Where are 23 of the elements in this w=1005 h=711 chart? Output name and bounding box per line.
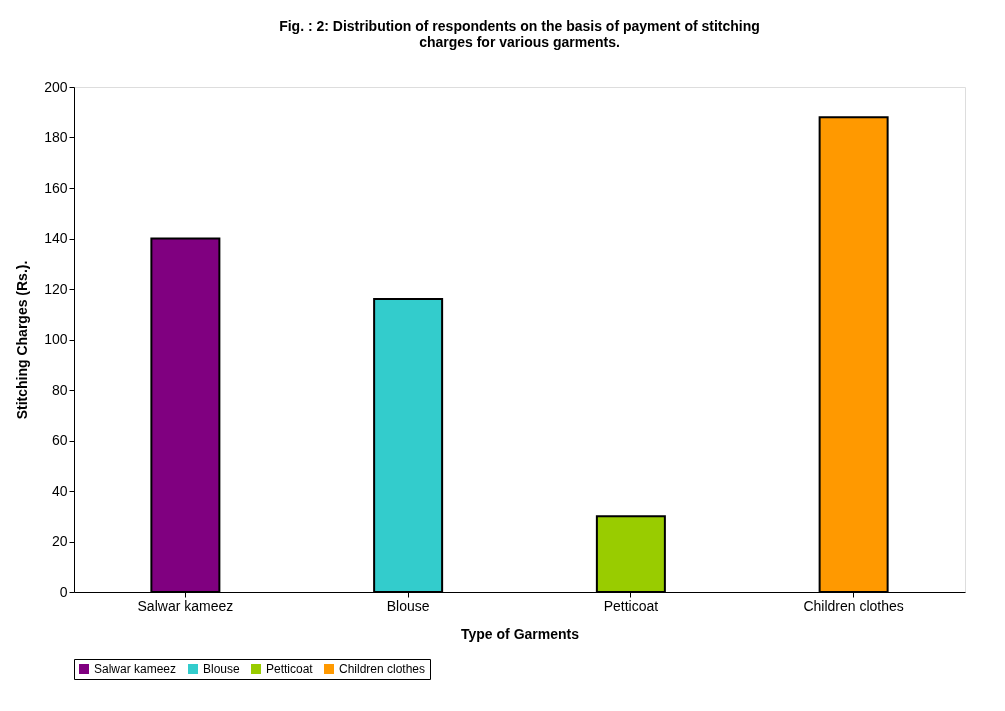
x-axis-title: Type of Garments bbox=[461, 625, 580, 642]
y-axis-title: Stitching Charges (Rs.). bbox=[14, 260, 31, 420]
legend-label: Salwar kameez bbox=[94, 662, 177, 676]
y-tick-label: 120 bbox=[44, 280, 68, 297]
y-tick-label: 0 bbox=[59, 583, 68, 600]
x-tick-label: Blouse bbox=[386, 597, 430, 614]
y-tick-label: 140 bbox=[44, 230, 68, 246]
x-tick-label: Salwar kameez bbox=[137, 597, 234, 614]
y-tick-label: 40 bbox=[51, 482, 68, 499]
legend-label: Petticoat bbox=[266, 662, 314, 676]
y-tick-label: 80 bbox=[51, 381, 68, 398]
y-tick-label: 200 bbox=[44, 78, 68, 95]
legend-label: Children clothes bbox=[339, 662, 426, 676]
y-tick-label: 60 bbox=[51, 432, 68, 448]
text: Fig. : 2: Distribution of respondents on the basis of payment of stitching bbox=[279, 18, 760, 34]
x-tick-label: Petticoat bbox=[603, 597, 659, 614]
legend-label: Blouse bbox=[203, 662, 241, 676]
x-tick-label: Children clothes bbox=[803, 597, 904, 614]
y-tick-label: 20 bbox=[51, 533, 68, 549]
text: charges for various garments. bbox=[419, 34, 620, 50]
y-tick-label: 180 bbox=[44, 129, 68, 145]
y-tick-label: 160 bbox=[44, 179, 68, 196]
y-tick-label: 100 bbox=[44, 331, 68, 347]
